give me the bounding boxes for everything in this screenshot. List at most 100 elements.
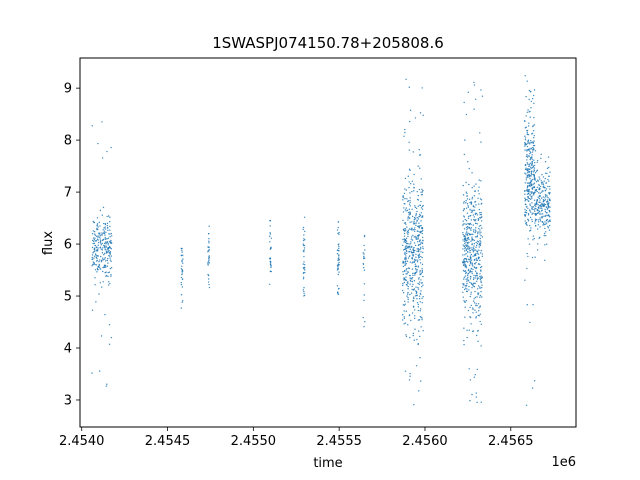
data-point: [92, 242, 94, 245]
data-point: [469, 261, 472, 263]
data-point: [108, 343, 111, 346]
data-point: [418, 188, 421, 191]
data-point: [533, 199, 536, 201]
data-point: [417, 319, 420, 321]
data-point: [530, 180, 533, 182]
data-point: [532, 235, 535, 237]
chart-title: 1SWASPJ074150.78+205808.6: [212, 34, 444, 52]
data-point: [471, 186, 473, 189]
data-point: [479, 259, 481, 262]
data-point: [466, 278, 468, 280]
data-point: [96, 238, 99, 240]
data-point: [414, 265, 416, 268]
data-point: [541, 213, 544, 215]
data-point: [465, 219, 468, 222]
data-point: [403, 229, 405, 232]
data-point: [469, 295, 471, 298]
data-point: [411, 280, 414, 283]
data-point: [416, 297, 418, 300]
data-point: [539, 226, 541, 228]
data-point: [536, 200, 538, 203]
data-point: [415, 259, 417, 261]
data-point: [474, 98, 477, 101]
data-point: [481, 236, 484, 238]
data-point: [477, 241, 480, 243]
data-point: [535, 170, 538, 172]
data-point: [476, 259, 479, 262]
data-point: [302, 263, 305, 265]
data-point: [463, 300, 465, 302]
data-point: [524, 141, 526, 144]
data-point: [467, 268, 470, 271]
data-point: [467, 232, 469, 234]
data-point: [409, 293, 411, 296]
data-point: [478, 227, 480, 230]
data-point: [102, 257, 104, 259]
data-point: [407, 257, 410, 259]
data-point: [414, 328, 416, 330]
data-point: [527, 238, 529, 240]
data-point: [472, 231, 475, 233]
y-axis-ticks: 3 4 5 6 7 8 9: [64, 82, 80, 408]
data-point: [402, 265, 405, 268]
data-point: [413, 258, 416, 261]
data-point: [105, 245, 107, 247]
data-point: [404, 264, 407, 266]
data-point: [413, 216, 416, 219]
data-point: [418, 253, 421, 256]
data-point: [462, 286, 464, 289]
data-point: [407, 291, 409, 294]
data-point: [415, 238, 418, 240]
data-point: [270, 237, 272, 239]
data-point: [421, 227, 423, 230]
data-point: [475, 334, 478, 337]
data-point: [477, 231, 479, 233]
data-point: [411, 262, 413, 264]
data-point: [103, 266, 106, 268]
data-point: [408, 141, 410, 143]
data-point: [416, 216, 418, 219]
data-point: [101, 157, 104, 159]
data-point: [473, 277, 475, 279]
data-point: [535, 208, 537, 210]
data-point: [338, 271, 340, 273]
data-point: [474, 229, 476, 231]
data-point: [470, 247, 472, 249]
y-tick-label: 8: [64, 134, 72, 149]
data-point: [410, 250, 412, 252]
data-point: [465, 285, 467, 287]
data-point: [537, 219, 539, 221]
data-point: [182, 300, 184, 302]
data-point: [408, 203, 411, 205]
data-point: [408, 186, 410, 189]
data-point: [105, 274, 108, 277]
data-point: [401, 319, 404, 321]
data-point: [531, 162, 533, 164]
data-point: [540, 157, 542, 160]
data-point: [415, 213, 417, 215]
data-point: [465, 181, 467, 184]
data-point: [544, 177, 546, 180]
data-point: [363, 253, 365, 255]
data-point: [480, 234, 482, 237]
data-point: [181, 269, 184, 271]
data-point: [478, 277, 480, 279]
data-point: [419, 204, 421, 206]
plot-area: [80, 58, 576, 427]
data-point: [532, 206, 534, 209]
data-point: [469, 208, 471, 211]
data-point: [524, 75, 526, 77]
data-point: [338, 287, 340, 290]
data-point: [93, 257, 95, 259]
data-point: [480, 281, 482, 284]
data-point: [303, 255, 305, 258]
data-point: [473, 259, 475, 261]
data-point: [405, 189, 408, 191]
data-point: [476, 252, 478, 255]
data-point: [109, 221, 111, 223]
data-point: [96, 267, 99, 270]
data-point: [532, 186, 534, 188]
data-point: [404, 370, 407, 372]
data-point: [337, 226, 339, 229]
